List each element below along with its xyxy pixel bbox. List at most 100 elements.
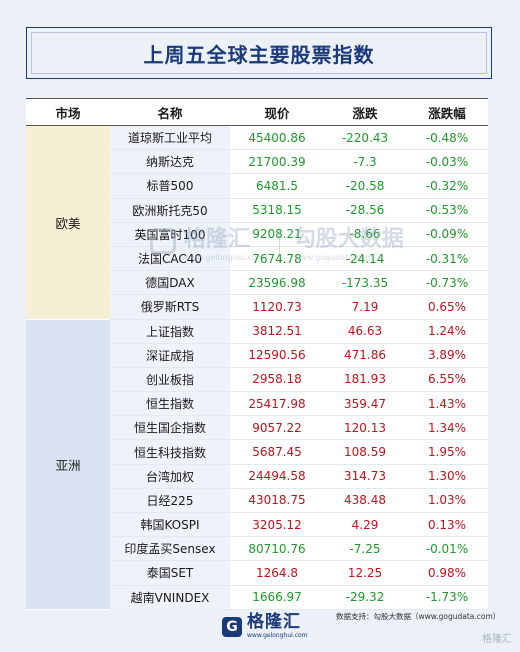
index-price: 3205.12 (230, 512, 324, 538)
index-change: 7.19 (324, 294, 406, 320)
footer-brand-name: 格隆汇 (247, 612, 301, 632)
index-pct: -0.03% (406, 149, 488, 175)
table-row: 韩国KOSPI 3205.12 4.29 0.13% (26, 512, 488, 538)
index-pct: -0.73% (406, 270, 488, 296)
table-row: 恒生指数 25417.98 359.47 1.43% (26, 391, 488, 417)
index-price: 12590.56 (230, 343, 324, 368)
index-price: 6481.5 (230, 173, 324, 199)
index-name: 上证指数 (110, 319, 230, 344)
header-change: 涨跌 (324, 98, 406, 126)
index-pct: -0.32% (406, 173, 488, 199)
index-name: 越南VNINDEX (110, 585, 230, 610)
table-row: 法国CAC40 7674.78 -24.14 -0.31% (26, 246, 488, 272)
index-name: 韩国KOSPI (110, 512, 230, 538)
index-name: 深证成指 (110, 343, 230, 368)
index-pct: -0.48% (406, 125, 488, 151)
index-change: -8.66 (324, 222, 406, 247)
index-name: 道琼斯工业平均 (110, 125, 230, 151)
index-change: 438.48 (324, 488, 406, 514)
index-change: 4.29 (324, 512, 406, 538)
index-pct: 1.43% (406, 391, 488, 417)
index-change: -28.56 (324, 198, 406, 223)
index-price: 5318.15 (230, 198, 324, 223)
index-pct: -0.53% (406, 198, 488, 223)
index-change: 46.63 (324, 319, 406, 344)
header-name: 名称 (110, 98, 230, 126)
index-price: 43018.75 (230, 488, 324, 514)
index-pct: 1.03% (406, 488, 488, 514)
index-price: 7674.78 (230, 246, 324, 272)
index-table: 市场 名称 现价 涨跌 涨跌幅 欧美 道琼斯工业平均 45400.86 -220.43… (26, 98, 488, 610)
index-price: 25417.98 (230, 391, 324, 417)
index-name: 恒生指数 (110, 391, 230, 417)
table-row: 英国富时100 9208.21 -8.66 -0.09% (26, 222, 488, 247)
index-pct: 0.65% (406, 294, 488, 320)
table-row: 亚洲 上证指数 3812.51 46.63 1.24% (26, 319, 488, 610)
page-title: 上周五全球主要股票指数 (143, 42, 375, 67)
index-pct: -0.31% (406, 246, 488, 272)
index-name: 俄罗斯RTS (110, 294, 230, 320)
title-banner: 上周五全球主要股票指数 (26, 27, 492, 79)
table-row: 印度孟买Sensex 80710.76 -7.25 -0.01% (26, 536, 488, 562)
index-name: 印度孟买Sensex (110, 536, 230, 562)
index-change: 181.93 (324, 367, 406, 393)
table-row: 德国DAX 23596.98 -173.35 -0.73% (26, 270, 488, 296)
index-price: 24494.58 (230, 464, 324, 489)
index-name: 纳斯达克 (110, 149, 230, 175)
index-pct: 1.30% (406, 464, 488, 489)
index-change: -20.58 (324, 173, 406, 199)
index-price: 23596.98 (230, 270, 324, 296)
footer-brand-url: www.gelonghui.com (247, 632, 308, 639)
table-header-row: 市场 名称 现价 涨跌 涨跌幅 (26, 98, 488, 126)
index-change: 108.59 (324, 439, 406, 465)
index-pct: 3.89% (406, 343, 488, 368)
index-price: 3812.51 (230, 319, 324, 344)
table-row: 日经225 43018.75 438.48 1.03% (26, 488, 488, 514)
index-change: -173.35 (324, 270, 406, 296)
table-row: 深证成指 12590.56 471.86 3.89% (26, 343, 488, 368)
footer-g-logo-icon: G (222, 616, 242, 637)
index-price: 9208.21 (230, 222, 324, 247)
table-row: 欧洲斯托克50 5318.15 -28.56 -0.53% (26, 198, 488, 223)
index-pct: -0.01% (406, 536, 488, 562)
index-pct: 6.55% (406, 367, 488, 393)
index-price: 2958.18 (230, 367, 324, 393)
market-cell-asia: 亚洲 (26, 319, 110, 610)
index-change: 471.86 (324, 343, 406, 368)
table-row: 俄罗斯RTS 1120.73 7.19 0.65% (26, 294, 488, 320)
corner-watermark: 格隆汇 (482, 634, 512, 645)
index-pct: 1.34% (406, 415, 488, 441)
market-cell-europe: 欧美 (26, 125, 110, 320)
index-name: 创业板指 (110, 367, 230, 393)
table-row: 恒生国企指数 9057.22 120.13 1.34% (26, 415, 488, 441)
title-inner-border (31, 32, 487, 74)
index-change: 359.47 (324, 391, 406, 417)
footer-brand-block: 格隆汇 www.gelonghui.com (247, 614, 308, 639)
index-name: 恒生科技指数 (110, 439, 230, 465)
index-name: 日经225 (110, 488, 230, 514)
table-row: 恒生科技指数 5687.45 108.59 1.95% (26, 439, 488, 465)
index-price: 1120.73 (230, 294, 324, 320)
index-price: 5687.45 (230, 439, 324, 465)
index-pct: 1.24% (406, 319, 488, 344)
table-row: 泰国SET 1264.8 12.25 0.98% (26, 560, 488, 586)
index-name: 英国富时100 (110, 222, 230, 247)
index-pct: 0.98% (406, 560, 488, 586)
index-change: -220.43 (324, 125, 406, 151)
index-name: 欧洲斯托克50 (110, 198, 230, 223)
table-row: 标普500 6481.5 -20.58 -0.32% (26, 173, 488, 199)
table-row: 越南VNINDEX 1666.97 -29.32 -1.73% (26, 585, 488, 610)
index-change: -7.25 (324, 536, 406, 562)
table-row: 欧美 道琼斯工业平均 45400.86 -220.43 -0.48% (26, 125, 488, 320)
index-price: 1666.97 (230, 585, 324, 610)
index-name: 标普500 (110, 173, 230, 199)
index-name: 泰国SET (110, 560, 230, 586)
index-name: 法国CAC40 (110, 246, 230, 272)
index-price: 80710.76 (230, 536, 324, 562)
index-name: 德国DAX (110, 270, 230, 296)
table-row: 创业板指 2958.18 181.93 6.55% (26, 367, 488, 393)
index-change: -29.32 (324, 585, 406, 610)
index-pct: 0.13% (406, 512, 488, 538)
index-price: 9057.22 (230, 415, 324, 441)
index-change: -7.3 (324, 149, 406, 175)
